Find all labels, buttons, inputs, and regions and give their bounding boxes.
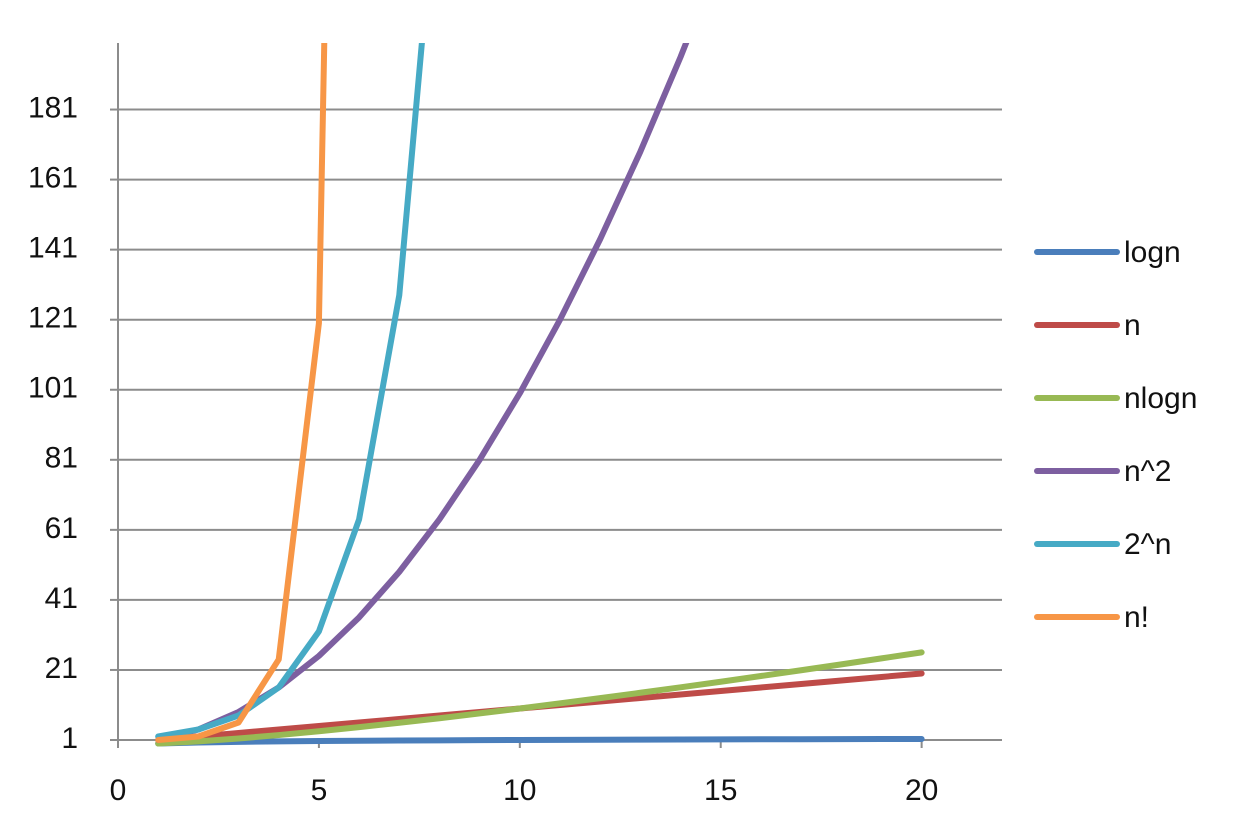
legend-label: nlogn (1124, 382, 1197, 415)
x-tick-label: 20 (905, 774, 938, 807)
legend-label: 2^n (1124, 528, 1171, 561)
legend-label: n (1124, 309, 1141, 342)
y-tick-label: 161 (28, 162, 78, 195)
legend-label: n^2 (1124, 455, 1171, 488)
x-tick-label: 15 (704, 774, 737, 807)
x-tick-label: 0 (110, 774, 127, 807)
y-tick-label: 1 (61, 722, 78, 755)
y-tick-label: 41 (45, 582, 78, 615)
legend: logn n nlogn n^2 2^n n! (1034, 236, 1197, 634)
series-line (155, 43, 690, 743)
legend-label: logn (1124, 236, 1181, 269)
series-line (155, 649, 925, 747)
y-tick-label: 21 (45, 652, 78, 685)
series-line (155, 735, 925, 747)
plot-area (155, 43, 925, 747)
y-tick-label: 121 (28, 302, 78, 335)
x-tick-label: 10 (503, 774, 536, 807)
legend-label: n! (1124, 601, 1149, 634)
y-tick-label: 81 (45, 442, 78, 475)
series-line (155, 43, 425, 740)
series-line (155, 43, 328, 743)
x-tick-label: 5 (311, 774, 328, 807)
y-tick-label: 61 (45, 512, 78, 545)
y-tick-label: 181 (28, 91, 78, 124)
y-tick-label: 101 (28, 372, 78, 405)
y-tick-label: 141 (28, 232, 78, 265)
